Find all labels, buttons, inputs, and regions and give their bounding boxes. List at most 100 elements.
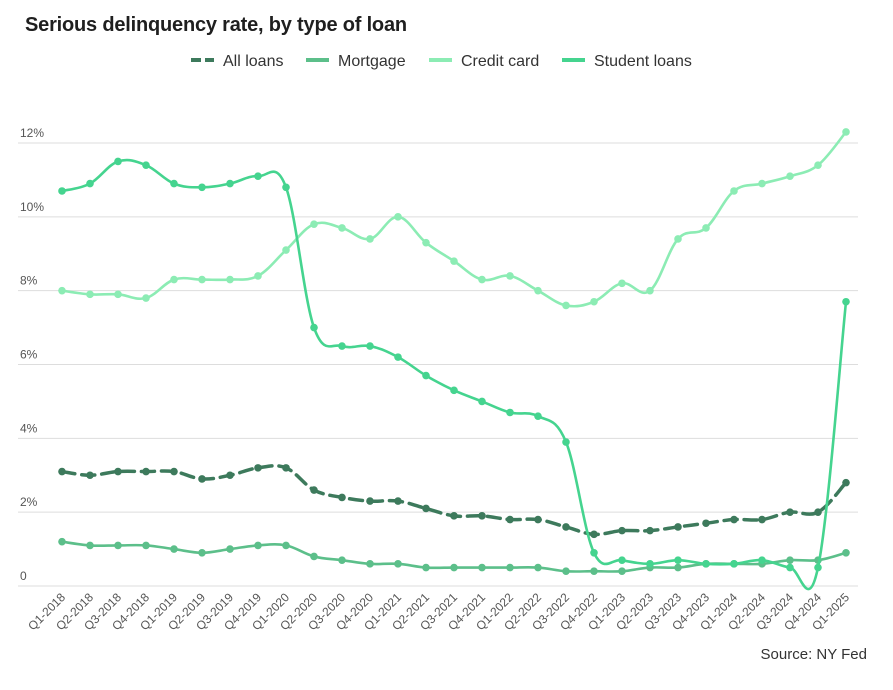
- data-point-student-loans: [674, 556, 682, 564]
- data-point-credit-card: [646, 286, 654, 295]
- data-point-mortgage: [786, 556, 794, 564]
- data-point-credit-card: [534, 286, 542, 295]
- y-tick-label: 12%: [20, 126, 44, 140]
- data-point-mortgage: [506, 563, 514, 572]
- data-point-mortgage: [310, 552, 318, 561]
- data-point-mortgage: [478, 563, 486, 572]
- data-point-credit-card: [786, 172, 794, 181]
- legend-label-credit-card: Credit card: [461, 53, 539, 70]
- data-point-mortgage: [114, 541, 122, 550]
- data-point-all-loans: [338, 493, 346, 502]
- data-point-all-loans: [478, 512, 486, 520]
- data-point-credit-card: [142, 294, 150, 302]
- data-point-all-loans: [534, 515, 542, 524]
- data-point-all-loans: [226, 471, 234, 480]
- data-point-student-loans: [618, 556, 626, 564]
- data-point-all-loans: [758, 515, 766, 524]
- data-point-mortgage: [534, 563, 542, 572]
- data-point-credit-card: [58, 286, 66, 295]
- data-point-student-loans: [58, 187, 66, 195]
- data-point-mortgage: [366, 560, 374, 568]
- data-point-mortgage: [226, 545, 234, 553]
- data-point-student-loans: [282, 183, 290, 192]
- legend-label-mortgage: Mortgage: [338, 53, 406, 70]
- data-point-credit-card: [562, 301, 570, 310]
- data-point-credit-card: [842, 128, 850, 136]
- data-point-credit-card: [506, 272, 514, 280]
- data-point-credit-card: [282, 246, 290, 254]
- data-point-mortgage: [618, 567, 626, 576]
- source-note: Source: NY Fed: [760, 646, 867, 663]
- data-point-all-loans: [702, 519, 710, 528]
- series-line-all-loans: [60, 464, 848, 537]
- data-point-student-loans: [86, 179, 94, 188]
- data-point-credit-card: [254, 272, 262, 280]
- data-point-all-loans: [506, 515, 514, 524]
- data-point-all-loans: [422, 504, 430, 513]
- data-point-credit-card: [114, 290, 122, 299]
- chart-title: Serious delinquency rate, by type of loa…: [25, 14, 407, 36]
- data-point-credit-card: [702, 224, 710, 232]
- data-point-all-loans: [590, 530, 598, 539]
- data-point-credit-card: [814, 161, 822, 169]
- y-tick-label: 0: [20, 569, 27, 583]
- data-point-credit-card: [618, 279, 626, 288]
- data-point-credit-card: [674, 235, 682, 243]
- data-point-all-loans: [198, 475, 206, 483]
- data-point-credit-card: [590, 297, 598, 306]
- data-point-student-loans: [338, 342, 346, 350]
- data-point-student-loans: [590, 548, 598, 557]
- data-point-mortgage: [422, 563, 430, 572]
- data-point-credit-card: [422, 238, 430, 247]
- data-point-student-loans: [534, 412, 542, 420]
- data-point-student-loans: [142, 161, 150, 169]
- data-point-credit-card: [758, 179, 766, 188]
- y-tick-label: 2%: [20, 495, 38, 509]
- data-point-credit-card: [394, 213, 402, 221]
- data-point-student-loans: [646, 560, 654, 568]
- data-point-all-loans: [282, 464, 290, 472]
- data-point-all-loans: [142, 467, 150, 476]
- data-point-student-loans: [842, 297, 850, 306]
- y-tick-label: 6%: [20, 348, 38, 362]
- series-line-student-loans: [60, 158, 848, 591]
- data-point-mortgage: [338, 556, 346, 564]
- data-point-student-loans: [226, 179, 234, 188]
- y-tick-label: 8%: [20, 274, 38, 288]
- data-point-mortgage: [198, 548, 206, 557]
- data-point-all-loans: [618, 526, 626, 535]
- data-point-all-loans: [814, 508, 822, 516]
- data-point-all-loans: [86, 471, 94, 480]
- data-point-mortgage: [394, 560, 402, 568]
- data-point-mortgage: [674, 563, 682, 572]
- y-tick-label: 4%: [20, 421, 38, 435]
- data-point-all-loans: [730, 515, 738, 524]
- y-tick-label: 10%: [20, 200, 44, 214]
- data-point-student-loans: [562, 438, 570, 446]
- data-point-mortgage: [142, 541, 150, 550]
- data-point-mortgage: [58, 537, 66, 546]
- data-point-all-loans: [646, 526, 654, 535]
- data-point-student-loans: [506, 408, 514, 417]
- data-point-all-loans: [310, 486, 318, 494]
- data-point-student-loans: [786, 563, 794, 572]
- data-point-credit-card: [366, 235, 374, 243]
- data-point-credit-card: [226, 275, 234, 284]
- data-point-student-loans: [478, 397, 486, 406]
- data-point-credit-card: [310, 220, 318, 229]
- data-point-student-loans: [114, 157, 122, 166]
- data-point-credit-card: [170, 275, 178, 284]
- data-point-all-loans: [562, 523, 570, 531]
- series-line-credit-card: [60, 130, 848, 308]
- data-point-mortgage: [450, 563, 458, 572]
- data-point-student-loans: [254, 172, 262, 181]
- data-point-credit-card: [198, 275, 206, 284]
- data-point-mortgage: [282, 541, 290, 550]
- data-point-mortgage: [590, 567, 598, 576]
- data-point-all-loans: [170, 467, 178, 476]
- data-point-student-loans: [702, 560, 710, 568]
- data-point-credit-card: [86, 290, 94, 299]
- data-point-student-loans: [170, 179, 178, 188]
- data-point-mortgage: [842, 548, 850, 557]
